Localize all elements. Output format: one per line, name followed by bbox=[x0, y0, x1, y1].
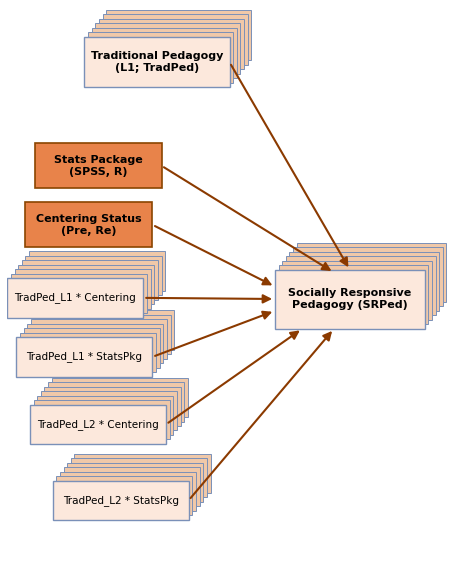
FancyBboxPatch shape bbox=[64, 467, 200, 506]
FancyBboxPatch shape bbox=[275, 270, 425, 329]
FancyBboxPatch shape bbox=[60, 472, 196, 511]
FancyBboxPatch shape bbox=[95, 23, 241, 74]
FancyBboxPatch shape bbox=[45, 387, 181, 426]
FancyBboxPatch shape bbox=[67, 463, 203, 502]
FancyBboxPatch shape bbox=[22, 260, 158, 300]
FancyBboxPatch shape bbox=[11, 274, 147, 313]
Text: TradPed_L2 * StatsPkg: TradPed_L2 * StatsPkg bbox=[63, 495, 179, 506]
FancyBboxPatch shape bbox=[48, 382, 184, 422]
FancyBboxPatch shape bbox=[56, 476, 192, 515]
FancyBboxPatch shape bbox=[25, 202, 153, 247]
Text: TradPed_L1 * StatsPkg: TradPed_L1 * StatsPkg bbox=[26, 351, 142, 362]
FancyBboxPatch shape bbox=[35, 315, 171, 354]
FancyBboxPatch shape bbox=[71, 458, 207, 497]
FancyBboxPatch shape bbox=[84, 37, 230, 87]
FancyBboxPatch shape bbox=[278, 265, 428, 324]
FancyBboxPatch shape bbox=[74, 454, 211, 493]
FancyBboxPatch shape bbox=[41, 391, 177, 430]
FancyBboxPatch shape bbox=[286, 256, 436, 315]
FancyBboxPatch shape bbox=[18, 265, 154, 304]
FancyBboxPatch shape bbox=[88, 32, 233, 83]
FancyBboxPatch shape bbox=[20, 333, 156, 372]
Text: Centering Status
(Pre, Re): Centering Status (Pre, Re) bbox=[36, 214, 142, 235]
FancyBboxPatch shape bbox=[38, 310, 174, 350]
Text: Traditional Pedagogy
(L1; TradPed): Traditional Pedagogy (L1; TradPed) bbox=[91, 51, 223, 72]
FancyBboxPatch shape bbox=[27, 324, 163, 363]
FancyBboxPatch shape bbox=[31, 319, 167, 359]
FancyBboxPatch shape bbox=[37, 396, 173, 435]
FancyBboxPatch shape bbox=[99, 19, 244, 69]
FancyBboxPatch shape bbox=[282, 261, 432, 320]
FancyBboxPatch shape bbox=[102, 14, 248, 65]
FancyBboxPatch shape bbox=[106, 10, 251, 60]
FancyBboxPatch shape bbox=[53, 481, 189, 520]
FancyBboxPatch shape bbox=[52, 378, 188, 417]
Text: Socially Responsive
Pedagogy (SRPed): Socially Responsive Pedagogy (SRPed) bbox=[288, 288, 412, 310]
FancyBboxPatch shape bbox=[92, 28, 237, 78]
FancyBboxPatch shape bbox=[30, 405, 166, 444]
FancyBboxPatch shape bbox=[35, 143, 161, 188]
FancyBboxPatch shape bbox=[29, 251, 165, 291]
FancyBboxPatch shape bbox=[297, 243, 447, 302]
FancyBboxPatch shape bbox=[7, 278, 143, 318]
Text: TradPed_L1 * Centering: TradPed_L1 * Centering bbox=[14, 292, 136, 303]
Text: TradPed_L2 * Centering: TradPed_L2 * Centering bbox=[37, 419, 159, 430]
FancyBboxPatch shape bbox=[24, 328, 160, 368]
FancyBboxPatch shape bbox=[25, 256, 161, 295]
FancyBboxPatch shape bbox=[16, 337, 153, 377]
FancyBboxPatch shape bbox=[290, 252, 439, 311]
FancyBboxPatch shape bbox=[293, 247, 443, 306]
Text: Stats Package
(SPSS, R): Stats Package (SPSS, R) bbox=[53, 155, 142, 176]
FancyBboxPatch shape bbox=[15, 269, 151, 309]
FancyBboxPatch shape bbox=[34, 400, 170, 439]
